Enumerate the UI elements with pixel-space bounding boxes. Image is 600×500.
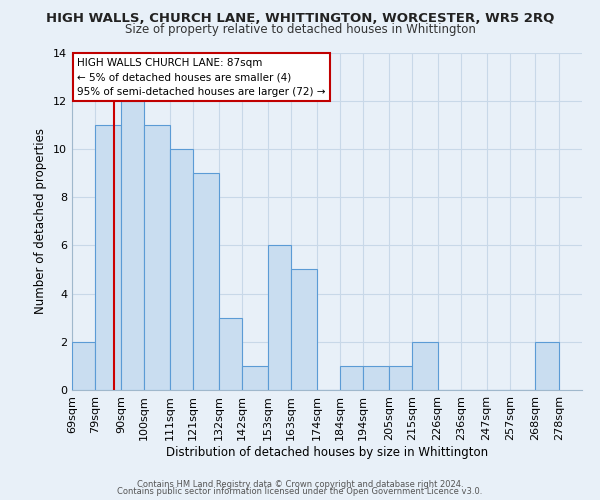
X-axis label: Distribution of detached houses by size in Whittington: Distribution of detached houses by size … <box>166 446 488 458</box>
Bar <box>242 366 268 390</box>
Bar <box>170 149 193 390</box>
Bar <box>412 342 437 390</box>
Text: HIGH WALLS, CHURCH LANE, WHITTINGTON, WORCESTER, WR5 2RQ: HIGH WALLS, CHURCH LANE, WHITTINGTON, WO… <box>46 12 554 26</box>
Bar <box>268 246 291 390</box>
Bar <box>121 100 144 390</box>
Bar <box>535 342 559 390</box>
Bar <box>72 342 95 390</box>
Text: Contains HM Land Registry data © Crown copyright and database right 2024.: Contains HM Land Registry data © Crown c… <box>137 480 463 489</box>
Text: Size of property relative to detached houses in Whittington: Size of property relative to detached ho… <box>125 22 475 36</box>
Y-axis label: Number of detached properties: Number of detached properties <box>34 128 47 314</box>
Bar <box>389 366 412 390</box>
Bar <box>95 125 121 390</box>
Bar <box>291 270 317 390</box>
Bar <box>219 318 242 390</box>
Bar <box>340 366 363 390</box>
Bar <box>193 173 219 390</box>
Text: HIGH WALLS CHURCH LANE: 87sqm
← 5% of detached houses are smaller (4)
95% of sem: HIGH WALLS CHURCH LANE: 87sqm ← 5% of de… <box>77 58 326 97</box>
Bar <box>363 366 389 390</box>
Text: Contains public sector information licensed under the Open Government Licence v3: Contains public sector information licen… <box>118 487 482 496</box>
Bar <box>144 125 170 390</box>
